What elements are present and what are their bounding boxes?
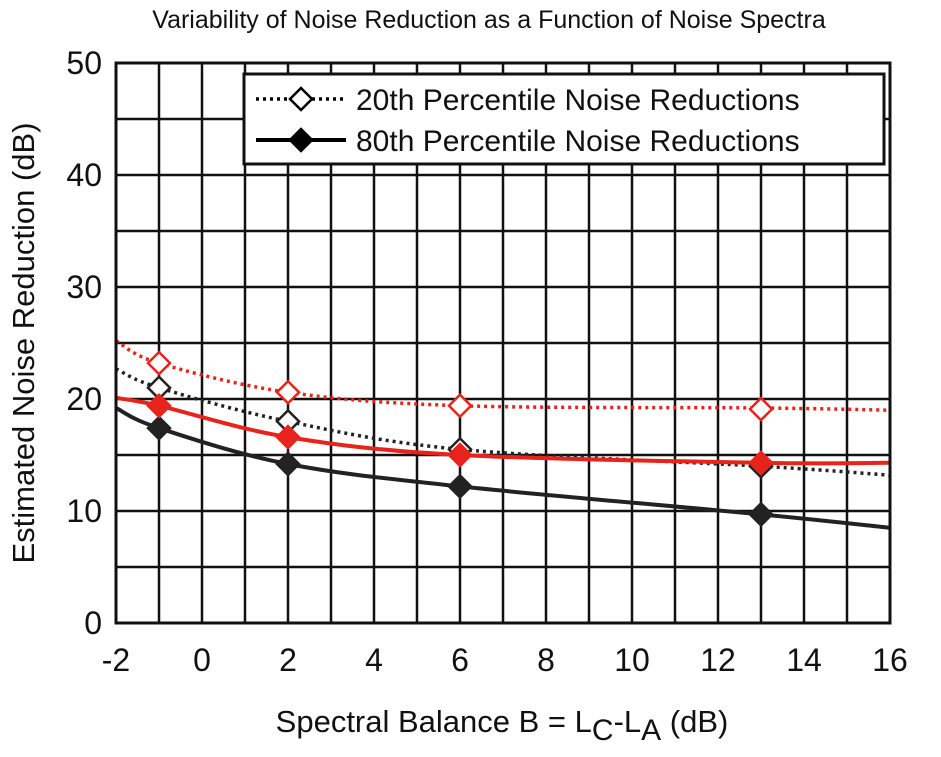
x-axis-label-sub-c: C <box>592 714 614 747</box>
x-tick-label: 2 <box>279 642 297 678</box>
x-tick-label: 0 <box>193 642 211 678</box>
data-point <box>447 392 473 419</box>
data-point <box>748 396 774 422</box>
x-tick-label: 12 <box>700 642 736 678</box>
data-point <box>146 350 172 376</box>
legend: 20th Percentile Noise Reductions 80th Per… <box>242 72 886 166</box>
x-tick-label: -2 <box>102 642 130 678</box>
x-axis-label-prefix: Spectral Balance B = L <box>276 704 592 739</box>
x-tick-label: 8 <box>537 642 555 678</box>
data-point <box>275 379 301 406</box>
legend-label: 20th Percentile Noise Reductions <box>356 84 800 117</box>
data-point <box>748 450 774 476</box>
y-tick-label: 40 <box>66 157 102 193</box>
x-tick-label: 16 <box>872 642 908 678</box>
x-tick-label: 10 <box>614 642 650 678</box>
data-point <box>447 473 473 500</box>
x-tick-label: 4 <box>365 642 383 678</box>
series-1 <box>116 339 890 422</box>
legend-box <box>242 72 886 166</box>
x-axis-label-mid: -L <box>614 704 642 739</box>
chart-title: Variability of Noise Reduction as a Func… <box>152 6 826 34</box>
plot-frame <box>114 61 892 625</box>
y-axis-label: Estimated Noise Reduction (dB) <box>6 122 41 563</box>
data-point <box>275 451 301 477</box>
series-2 <box>116 406 890 530</box>
y-tick-label: 50 <box>66 45 102 81</box>
y-tick-label: 0 <box>84 605 102 641</box>
y-tick-label: 30 <box>66 269 102 305</box>
legend-label: 80th Percentile Noise Reductions <box>356 125 800 158</box>
x-tick-label: 14 <box>786 642 822 678</box>
x-tick-label: 6 <box>451 642 469 678</box>
y-tick-label: 20 <box>66 381 102 417</box>
y-tick-label: 10 <box>66 493 102 529</box>
x-axis-label-suffix: (dB) <box>661 704 728 739</box>
data-point <box>275 424 301 450</box>
series-3 <box>116 392 890 476</box>
data-point <box>146 415 172 441</box>
legend-marker <box>288 127 314 153</box>
series-group <box>116 339 890 530</box>
data-point <box>146 392 172 419</box>
data-point <box>748 501 774 528</box>
data-point <box>447 442 473 468</box>
x-axis-label: Spectral Balance B = LC-LA (dB) <box>276 704 729 747</box>
legend-marker <box>288 86 314 112</box>
x-axis-label-sub-a: A <box>641 714 661 747</box>
